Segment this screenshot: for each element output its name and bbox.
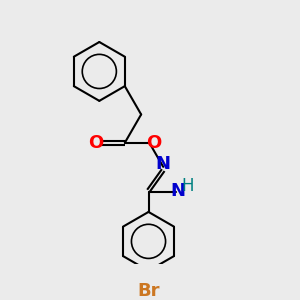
Text: H: H xyxy=(182,177,194,195)
Text: Br: Br xyxy=(137,282,160,300)
Text: N: N xyxy=(170,182,185,200)
Text: O: O xyxy=(88,134,103,152)
Text: N: N xyxy=(156,154,171,172)
Text: O: O xyxy=(147,134,162,152)
